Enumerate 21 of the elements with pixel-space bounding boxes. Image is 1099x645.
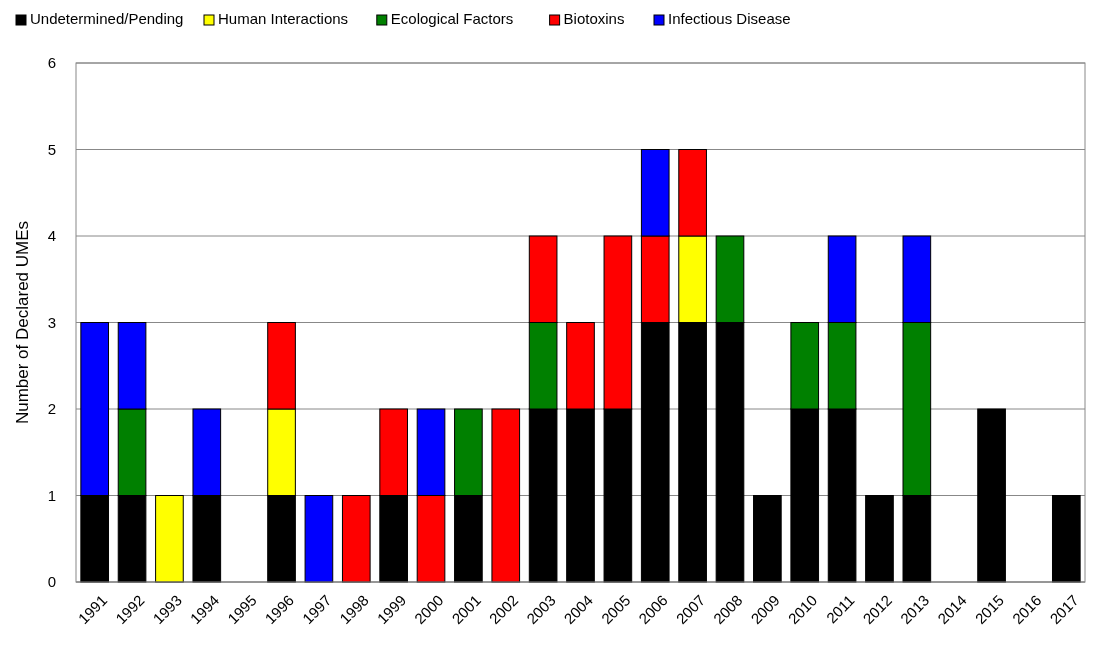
y-axis-title: Number of Declared UMEs <box>13 220 32 425</box>
bar <box>1051 495 1081 583</box>
legend-label: Human Interactions <box>218 10 349 27</box>
bar <box>341 495 371 583</box>
bar <box>491 408 521 583</box>
bar <box>865 495 894 583</box>
y-tick-label: 6 <box>47 54 56 72</box>
bar <box>155 495 184 583</box>
y-tick-label: 0 <box>47 573 56 591</box>
y-tick-label: 3 <box>47 313 56 331</box>
legend-label: Biotoxins <box>563 10 625 27</box>
y-tick-label: 5 <box>47 140 56 158</box>
y-tick-label: 2 <box>47 400 56 418</box>
y-tick-label: 4 <box>47 227 56 245</box>
y-tick-label: 1 <box>47 486 56 504</box>
legend-label: Ecological Factors <box>390 10 514 27</box>
bar <box>304 495 334 583</box>
legend-label: Undetermined/Pending <box>30 10 184 27</box>
bar <box>753 495 782 583</box>
bar <box>977 408 1006 583</box>
legend-label: Infectious Disease <box>668 10 791 27</box>
